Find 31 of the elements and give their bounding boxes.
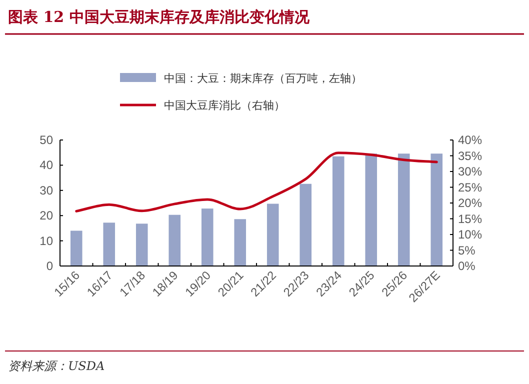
y2-tick-label: 35% [458, 148, 482, 163]
y2-tick-label: 30% [458, 164, 482, 178]
bar [300, 184, 312, 266]
y2-tick-label: 40% [458, 133, 482, 147]
bar [103, 222, 116, 266]
bar [398, 154, 410, 266]
y2-tick-label: 20% [458, 196, 482, 210]
y2-tick-label: 5% [458, 243, 476, 258]
y-tick-label: 0 [46, 259, 54, 273]
bar [136, 224, 148, 266]
y2-tick-label: 10% [458, 228, 482, 242]
bar [168, 214, 181, 266]
text: 资料来源：USDA [8, 359, 105, 373]
chart-title: 图表 12 中国大豆期末库存及库消比变化情况 [8, 8, 310, 26]
bar [332, 156, 344, 266]
bar [266, 204, 279, 266]
y2-tick-label: 15% [458, 212, 482, 226]
legend-label: 中国大豆库消比（右轴） [164, 99, 285, 112]
bar [430, 154, 443, 266]
bar [201, 208, 214, 266]
y-tick-label: 20 [40, 208, 54, 223]
bar [70, 230, 82, 266]
bar [365, 154, 378, 266]
y-tick-label: 40 [40, 158, 54, 172]
y-tick-label: 10 [40, 234, 54, 248]
legend-label: 中国：大豆：期末库存（百万吨，左轴） [164, 72, 362, 85]
y2-tick-label: 0% [458, 259, 476, 273]
bar [234, 219, 246, 266]
y-tick-label: 30 [40, 183, 54, 198]
y-tick-label: 50 [40, 133, 54, 147]
y2-tick-label: 25% [458, 180, 482, 194]
